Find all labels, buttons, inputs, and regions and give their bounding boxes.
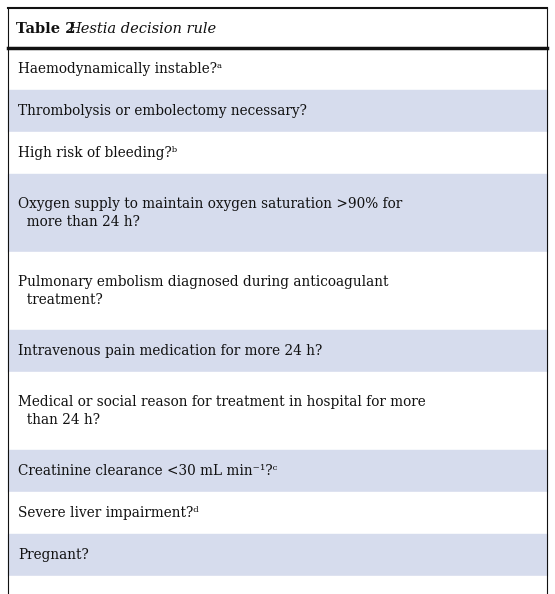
Text: Creatinine clearance <30 mL min⁻¹?ᶜ: Creatinine clearance <30 mL min⁻¹?ᶜ [18,464,278,478]
Bar [8,576,547,594]
Text: Pregnant?: Pregnant? [18,548,89,562]
Bar [8,492,547,534]
Bar [8,48,547,90]
Text: Oxygen supply to maintain oxygen saturation >90% for
  more than 24 h?: Oxygen supply to maintain oxygen saturat… [18,197,402,229]
Bar [8,90,547,132]
Text: Medical or social reason for treatment in hospital for more
  than 24 h?: Medical or social reason for treatment i… [18,395,426,427]
Text: Haemodynamically instable?ᵃ: Haemodynamically instable?ᵃ [18,62,222,76]
Bar [8,330,547,372]
Bar [8,132,547,174]
Bar [8,252,547,330]
Text: Intravenous pain medication for more 24 h?: Intravenous pain medication for more 24 … [18,344,322,358]
Bar [8,174,547,252]
Text: Table 2: Table 2 [16,22,86,36]
Bar [8,450,547,492]
Text: High risk of bleeding?ᵇ: High risk of bleeding?ᵇ [18,146,177,160]
Text: Hestia decision rule: Hestia decision rule [68,22,216,36]
Bar [8,372,547,450]
Bar [8,8,547,48]
Text: Severe liver impairment?ᵈ: Severe liver impairment?ᵈ [18,506,199,520]
Bar [8,534,547,576]
Text: Pulmonary embolism diagnosed during anticoagulant
  treatment?: Pulmonary embolism diagnosed during anti… [18,275,388,307]
Text: Thrombolysis or embolectomy necessary?: Thrombolysis or embolectomy necessary? [18,104,307,118]
